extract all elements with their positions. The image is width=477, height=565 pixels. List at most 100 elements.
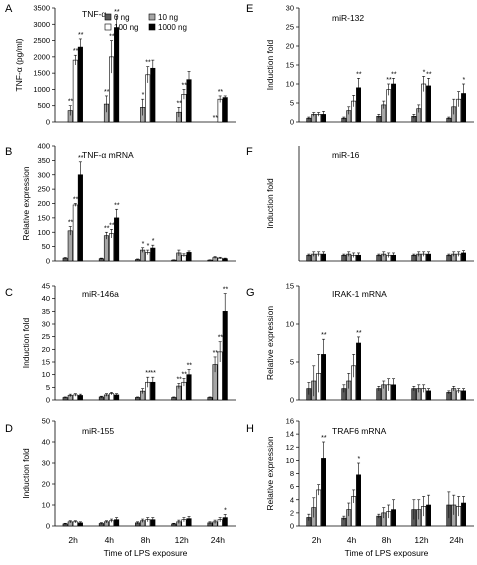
y-axis-label: Relative expression [21,166,31,240]
significance-marker: * [224,507,227,514]
y-tick-label: 35 [42,307,50,316]
y-axis-label: Relative expression [265,436,275,510]
significance-marker: ** [68,220,74,227]
significance-marker: ** [321,435,327,442]
y-tick-label: 0 [46,118,50,127]
y-tick-label: 16 [286,417,294,426]
x-tick-label: 8h [382,535,392,545]
y-tick-label: 3500 [33,4,50,13]
y-tick-label: 100 [37,228,50,237]
y-tick-label: 1000 [33,85,50,94]
bar [316,489,322,527]
significance-marker: ** [356,71,362,78]
panel-label: B [5,146,12,158]
panel-label: C [5,287,13,299]
y-tick-label: 10 [286,456,294,465]
y-tick-label: 0 [46,257,50,266]
x-tick-label: 2h [68,535,78,545]
y-tick-label: 20 [286,42,294,51]
significance-marker: * [357,456,360,463]
x-axis-title: Time of LPS exposure [104,548,188,558]
y-axis-label: Induction fold [265,178,275,229]
y-tick-label: 5 [46,383,50,392]
y-tick-label: 300 [37,170,50,179]
bar [356,342,361,401]
panel-title: TNF-α [82,9,106,19]
significance-marker: ** [68,99,74,106]
y-axis-label: Induction fold [21,317,31,368]
y-tick-label: 50 [42,242,50,251]
significance-marker: ** [386,77,392,84]
y-tick-label: 40 [42,438,50,447]
significance-marker: * [462,77,465,84]
y-tick-label: 10 [286,80,294,89]
y-tick-label: 50 [42,417,50,426]
significance-marker: ** [114,9,120,16]
significance-marker: * [142,92,145,99]
y-tick-label: 25 [42,332,50,341]
y-tick-label: 15 [42,358,50,367]
bar [67,230,73,262]
significance-marker: ** [176,100,182,107]
y-tick-label: 45 [42,282,50,291]
significance-marker: ** [391,71,397,78]
legend-swatch [148,13,156,21]
legend-label: 0 ng [114,13,130,22]
panel-c: C 0 5 10 15 20 25 30 35 40 45 Induction fold miR-146… [5,282,236,405]
panel-title: TNF-α mRNA [82,150,134,160]
panel-label: H [246,423,254,435]
panel-h: H 0 2 4 6 8 10 12 14 16 Relative expression TRAF6 m… [246,417,474,558]
y-tick-label: 20 [42,480,50,489]
panel-title: miR-146a [82,289,119,299]
significance-marker: ** [114,202,120,209]
x-tick-label: 2h [312,535,322,545]
y-tick-label: 0 [290,522,294,531]
y-tick-label: 0 [290,118,294,127]
y-tick-label: 8 [290,469,294,478]
bar [114,27,120,123]
significance-marker: * [142,241,145,248]
panel-label: D [5,423,13,435]
panel-label: F [246,146,253,158]
bar [103,235,110,262]
y-tick-label: 5 [290,358,294,367]
x-tick-label: 4h [105,535,115,545]
panel-title: miR-155 [82,426,114,436]
y-tick-label: 5 [290,99,294,108]
y-tick-label: 2000 [33,52,50,61]
significance-marker: ** [321,332,327,339]
significance-marker: ** [176,377,182,384]
x-tick-label: 24h [211,535,225,545]
panel-a: A 0 500 1000 1500 2000 2500 3000 3500 TNF-α (pg/m… [5,3,236,127]
x-tick-label: 12h [414,535,428,545]
panel-label: E [246,3,253,15]
legend: 0 ng 10 ng 100 ng 1000 ng [104,13,187,32]
x-tick-label: 12h [175,535,189,545]
bar [217,98,223,123]
panel-g: G 0 5 10 15 Relative expression IRAK-1 mRNA ** *… [246,282,474,405]
y-tick-label: 500 [37,101,50,110]
y-tick-label: 4 [290,495,294,504]
y-tick-label: 250 [37,185,50,194]
y-tick-label: 6 [290,482,294,491]
legend-swatch [104,23,112,31]
panel-title: IRAK-1 mRNA [332,289,387,299]
panel-d: D 0 10 20 30 40 50 Induction fold miR-155 2h 4h 8h 1… [5,417,236,558]
bar [72,59,78,123]
significance-marker: ** [150,370,156,377]
y-tick-label: 2 [290,508,294,517]
y-tick-label: 0 [46,396,50,405]
significance-marker: ** [145,60,151,67]
significance-marker: ** [213,350,219,357]
y-tick-label: 10 [42,501,50,510]
significance-marker: ** [182,371,188,378]
y-tick-label: 200 [37,199,50,208]
significance-marker: ** [356,330,362,337]
significance-marker: ** [104,225,110,232]
significance-marker: ** [109,34,115,41]
panel-b: B 0 50 100 150 200 250 300 350 400 Relative expres… [5,142,236,266]
significance-marker: ** [218,89,224,96]
y-tick-label: 30 [42,320,50,329]
